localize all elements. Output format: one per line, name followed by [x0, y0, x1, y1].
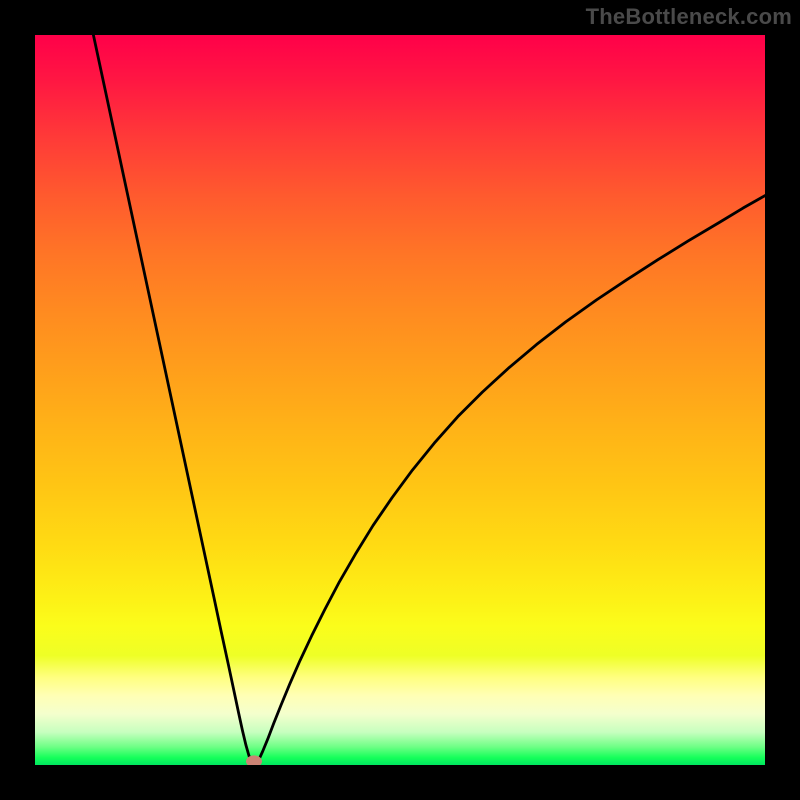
gradient-background: [35, 35, 765, 765]
bottleneck-curve-chart: [35, 35, 765, 765]
watermark-label: TheBottleneck.com: [586, 4, 792, 30]
chart-root: TheBottleneck.com: [0, 0, 800, 800]
